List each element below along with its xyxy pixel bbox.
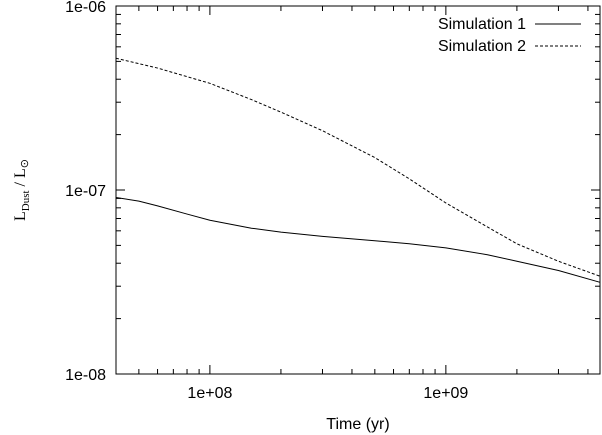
series-simulation-1-line [115, 197, 601, 283]
tick-labels: 1e+08 1e+09 1e-08 1e-07 1e-06 [65, 0, 468, 402]
series-simulation-2-line [115, 57, 601, 277]
x-tick-label: 1e+09 [423, 385, 468, 402]
legend-entry-simulation-1-label: Simulation 1 [438, 16, 526, 33]
y-axis-title-rest: / L [12, 168, 29, 190]
y-axis-title: LDust / L⊙ [12, 159, 32, 221]
plot-area-frame [115, 5, 601, 375]
y-axis-title-sun: ⊙ [19, 159, 31, 168]
x-tick-label: 1e+08 [187, 385, 232, 402]
x-axis-title: Time (yr) [326, 416, 389, 433]
tick-marks [115, 5, 600, 375]
y-tick-label: 1e-06 [65, 0, 106, 16]
y-tick-label: 1e-07 [65, 183, 106, 200]
y-axis-title-main: L [12, 211, 29, 221]
y-tick-label: 1e-08 [65, 367, 106, 384]
y-axis-title-sub: Dust [20, 190, 32, 211]
legend: Simulation 1 Simulation 2 [438, 16, 581, 55]
legend-entry-simulation-2-label: Simulation 2 [438, 38, 526, 55]
series-lines [115, 57, 601, 283]
